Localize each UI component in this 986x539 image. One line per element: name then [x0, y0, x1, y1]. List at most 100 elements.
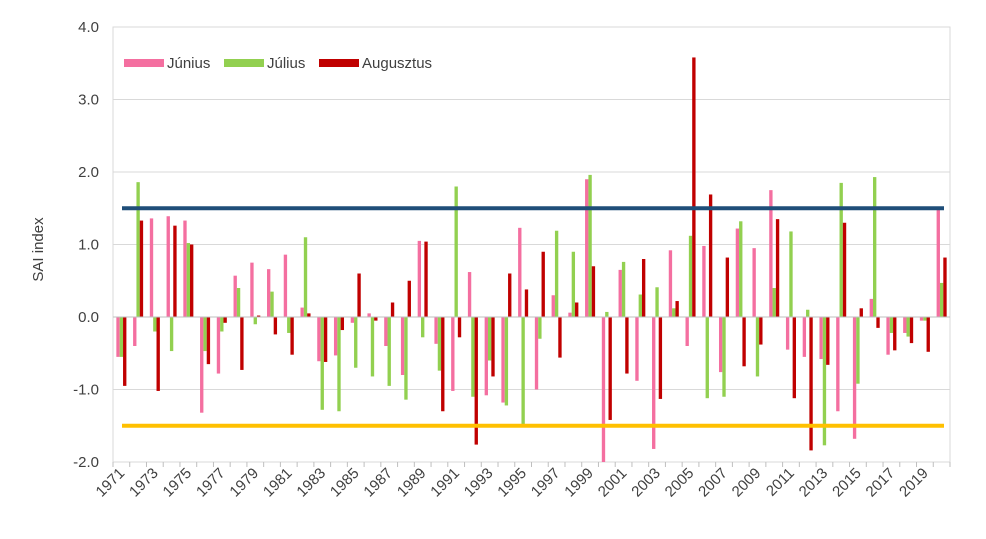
bar-Július-1973: [153, 317, 157, 332]
bar-Augusztus-1980: [273, 317, 278, 335]
bar-Augusztus-1996: [541, 251, 545, 317]
bar-Július-1994: [504, 317, 509, 406]
x-tick-label: 1977: [193, 465, 229, 501]
bar-Június-2015: [852, 317, 857, 439]
bar-Augusztus-2009: [759, 317, 763, 345]
bar-Augusztus-2008: [742, 317, 746, 367]
bar-Augusztus-1989: [424, 241, 428, 317]
bar-Június-2017: [886, 317, 890, 355]
bar-Augusztus-1985: [357, 273, 361, 317]
bar-Június-1993: [484, 317, 488, 396]
bar-Június-1987: [384, 317, 388, 346]
y-tick-label: 1.0: [78, 237, 99, 254]
bar-Augusztus-2012: [809, 317, 813, 451]
legend-swatch: [124, 59, 164, 67]
bar-Július-1982: [303, 237, 308, 317]
bar-Június-1991: [451, 317, 455, 391]
bar-Június-2009: [752, 248, 756, 318]
bar-Augusztus-2001: [625, 317, 629, 374]
bar-Augusztus-2015: [859, 308, 863, 317]
x-tick-label: 1997: [528, 465, 564, 501]
bar-Július-1978: [236, 288, 241, 317]
bar-Július-2019: [923, 317, 927, 321]
bar-Július-2010: [772, 288, 776, 317]
bar-Augusztus-2017: [893, 317, 897, 351]
bar-Június-1975: [183, 220, 187, 317]
bar-Július-2012: [806, 309, 810, 317]
bar-Augusztus-1982: [307, 313, 311, 318]
bar-Július-1989: [421, 317, 425, 338]
x-tick-label: 1975: [160, 465, 196, 501]
bar-Június-1999: [585, 179, 589, 317]
x-tick-label: 1985: [327, 465, 363, 501]
bar-Június-2011: [785, 317, 790, 350]
bar-Június-2008: [735, 228, 740, 317]
bar-Június-1990: [434, 317, 438, 344]
y-tick-label: 3.0: [78, 92, 99, 109]
x-tick-label: 2003: [628, 465, 664, 501]
bar-Június-2007: [718, 317, 723, 373]
bar-Augusztus-2013: [826, 317, 830, 365]
bar-Június-1988: [400, 317, 405, 375]
legend-label: Július: [267, 55, 305, 72]
bar-Augusztus-2020: [943, 257, 947, 317]
legend-swatch: [319, 59, 359, 67]
bar-Augusztus-1997: [558, 317, 562, 358]
bar-Július-2004: [672, 308, 676, 317]
x-tick-label: 1995: [494, 465, 530, 501]
bar-Augusztus-1981: [290, 317, 294, 355]
bar-Augusztus-2005: [692, 57, 696, 317]
bar-Július-1980: [270, 291, 274, 318]
bar-Június-1973: [149, 218, 154, 317]
bar-Július-1971: [119, 317, 124, 357]
bar-Július-1990: [437, 317, 442, 371]
x-tick-label: 1981: [260, 465, 296, 501]
bar-Július-1992: [471, 317, 475, 397]
bar-Július-2008: [739, 221, 743, 317]
bar-Augusztus-1975: [190, 244, 194, 317]
x-tick-label: 2019: [896, 465, 932, 501]
bar-Július-1977: [220, 317, 224, 332]
bar-Augusztus-2016: [876, 317, 880, 328]
bar-Június-1989: [417, 240, 422, 318]
bar-Június-2013: [819, 317, 823, 360]
bar-Július-1976: [203, 317, 207, 352]
bar-Augusztus-1994: [508, 273, 512, 317]
y-tick-label: 0.0: [78, 309, 99, 326]
bar-Július-1981: [287, 317, 291, 333]
bar-Augusztus-1973: [156, 317, 160, 391]
bar-Június-2005: [685, 317, 689, 346]
bar-Augusztus-1974: [173, 225, 177, 317]
bar-Június-1976: [200, 317, 204, 413]
x-tick-label: 2001: [595, 465, 631, 501]
bar-Augusztus-1987: [390, 302, 395, 317]
bar-Június-2010: [769, 190, 773, 318]
bar-Július-1993: [487, 317, 492, 361]
x-tick-label: 1989: [394, 465, 430, 501]
y-tick-label: -2.0: [73, 454, 99, 471]
x-tick-label: 2017: [863, 465, 899, 501]
bar-Június-1983: [317, 317, 321, 362]
bar-Augusztus-1971: [123, 317, 127, 386]
bar-series: [116, 57, 947, 462]
bar-Augusztus-2002: [641, 259, 646, 317]
bar-Június-1979: [250, 262, 254, 318]
bar-Július-2016: [873, 177, 877, 317]
y-tick-label: -1.0: [73, 382, 99, 399]
bar-Július-1975: [186, 243, 191, 317]
y-axis-title: SAI index: [30, 217, 47, 282]
bar-Június-1992: [467, 272, 472, 317]
bar-Július-2005: [688, 235, 693, 317]
bar-Augusztus-1986: [374, 317, 378, 321]
bar-Augusztus-2019: [926, 317, 930, 352]
bar-Július-1997: [554, 230, 559, 317]
bar-Július-1998: [571, 251, 576, 317]
bar-Június-1971: [116, 317, 120, 357]
bar-Július-1986: [370, 317, 375, 377]
bar-Július-2003: [655, 287, 659, 317]
reference-lines: [122, 206, 944, 428]
bar-Augusztus-1977: [223, 317, 227, 323]
bar-Augusztus-2014: [842, 222, 847, 317]
bar-Június-2003: [652, 317, 656, 449]
bar-Július-1985: [354, 317, 358, 368]
